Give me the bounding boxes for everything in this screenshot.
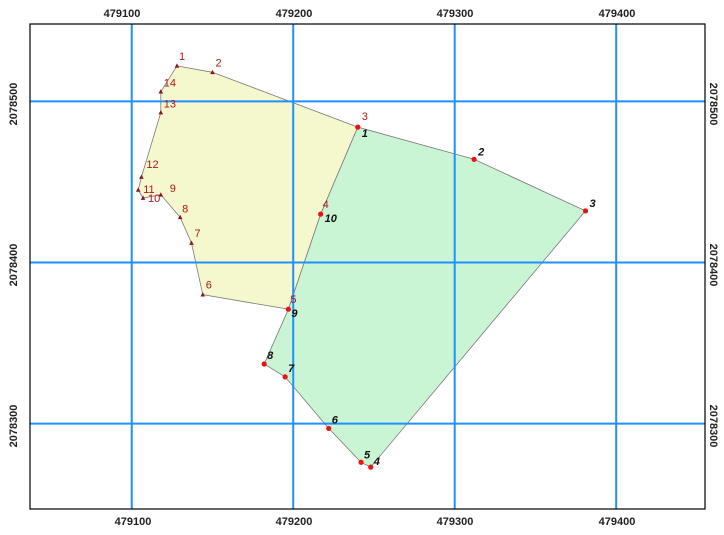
x-tick-label-bottom-1: 479100 — [115, 516, 152, 528]
parcel-b-vertex-marker — [355, 124, 361, 130]
parcel-a-vertex-label: 12 — [146, 159, 158, 171]
parcel-a-vertex-marker — [158, 110, 164, 115]
y-tick-label-right-3: 2078300 — [707, 405, 719, 448]
parcel-a-vertex-marker — [174, 63, 180, 68]
grid-lines — [30, 24, 705, 509]
parcel-a-vertex-marker — [158, 89, 164, 94]
parcel-b-vertex-label: 3 — [590, 198, 596, 210]
parcel-a-vertex-label: 8 — [182, 203, 188, 215]
parcel-b-vertex-marker — [318, 211, 324, 217]
parcel-a-vertex-marker — [210, 69, 215, 75]
parcel-b-vertex-marker — [282, 374, 288, 380]
parcel-a-vertex-label: 4 — [323, 199, 329, 211]
parcel-a-vertex-label: 3 — [362, 111, 368, 123]
parcel-b-vertex-marker — [582, 208, 589, 214]
parcel-b-vertex-label: 7 — [288, 363, 295, 375]
x-tick-label-top-1: 479100 — [104, 8, 141, 20]
y-tick-label-left-1: 2078500 — [8, 83, 20, 126]
x-tick-label-top-4: 479400 — [599, 8, 636, 20]
parcel-a-vertex-label: 14 — [164, 78, 176, 90]
parcel-a-vertex-marker — [140, 195, 146, 200]
y-tick-label-right-1: 2078500 — [707, 83, 719, 126]
parcel-a-vertex-label: 7 — [194, 228, 200, 240]
axis-ticks: 479100 479200 479300 479400 479100 47920… — [8, 8, 719, 528]
parcel-b-vertex-label: 9 — [291, 308, 298, 320]
parcel-a-layer — [135, 63, 361, 311]
y-tick-label-left-3: 2078300 — [8, 405, 20, 448]
y-tick-label-left-2: 2078400 — [8, 244, 20, 287]
parcel-b-vertex-label: 1 — [362, 128, 368, 140]
x-tick-label-bottom-4: 479400 — [599, 516, 636, 528]
parcel-a-vertex-marker — [177, 214, 183, 220]
parcel-b-vertex-label: 6 — [332, 414, 339, 426]
x-tick-label-top-3: 479300 — [437, 8, 474, 20]
x-tick-label-bottom-3: 479300 — [437, 516, 474, 528]
parcel-a-vertex-label: 10 — [148, 193, 160, 205]
parcel-a-vertex-marker — [189, 240, 194, 245]
parcel-b-vertex-marker — [285, 306, 291, 312]
parcel-a-vertex-marker — [139, 174, 144, 179]
parcel-b-vertex-marker — [326, 425, 332, 432]
parcel-b-vertex-label: 8 — [267, 350, 274, 362]
parcel-a-vertex-label: 9 — [170, 183, 176, 195]
parcel-a-vertex-marker — [158, 192, 164, 197]
parcel-b-vertex-marker — [471, 156, 477, 162]
parcel-a-vertex-marker — [200, 292, 206, 297]
map-frame — [29, 23, 706, 510]
parcel-a-vertex-label: 2 — [215, 57, 221, 69]
parcel-b-vertex-label: 5 — [364, 449, 371, 461]
x-tick-label-top-2: 479200 — [276, 8, 313, 20]
parcel-a-vertex-label: 11 — [143, 184, 154, 196]
parcel-b-vertex-marker — [261, 361, 267, 367]
y-tick-label-right-2: 2078400 — [707, 244, 719, 287]
parcel-a-vertex-label: 13 — [164, 99, 176, 111]
parcel-a-vertex-label: 5 — [290, 294, 296, 306]
parcel-b-vertex-label: 10 — [325, 213, 338, 225]
x-tick-label-bottom-2: 479200 — [276, 516, 313, 528]
parcel-a-vertex-label: 6 — [206, 280, 212, 292]
parcel-a-vertex-marker — [135, 187, 141, 192]
parcel-b-vertex-marker — [368, 464, 374, 470]
parcel-a-vertex-label: 1 — [179, 51, 185, 63]
parcel-b-vertex-label: 2 — [477, 146, 484, 158]
parcel-b-vertex-label: 4 — [373, 456, 380, 468]
parcel-b-vertex-marker — [358, 459, 364, 465]
parcel-b-layer — [261, 124, 589, 470]
